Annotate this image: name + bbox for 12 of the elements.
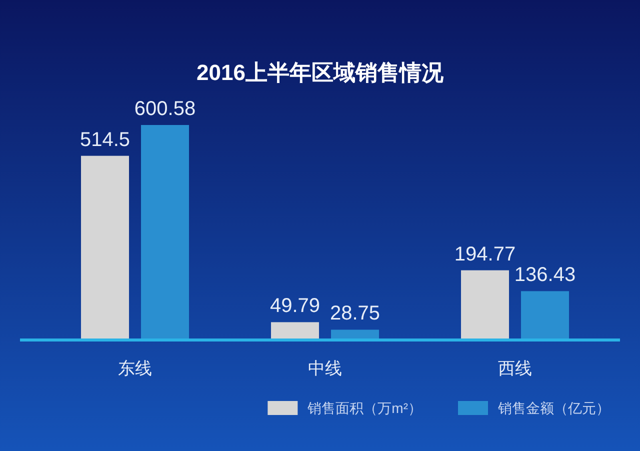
data-label: 28.75 (330, 302, 380, 325)
data-label: 600.58 (134, 98, 196, 120)
legend-label: 销售面积（万m²） (306, 400, 422, 416)
chart-title: 2016上半年区域销售情况 (196, 60, 444, 85)
data-label: 194.77 (454, 243, 516, 266)
data-label: 136.43 (514, 264, 576, 286)
legend-label: 销售金额（亿元） (497, 400, 610, 416)
data-label: 514.5 (80, 128, 130, 151)
x-tick-label: 东线 (118, 359, 152, 378)
data-label: 49.79 (270, 295, 320, 318)
x-tick-label: 中线 (308, 359, 342, 378)
x-tick-label: 西线 (498, 359, 532, 378)
